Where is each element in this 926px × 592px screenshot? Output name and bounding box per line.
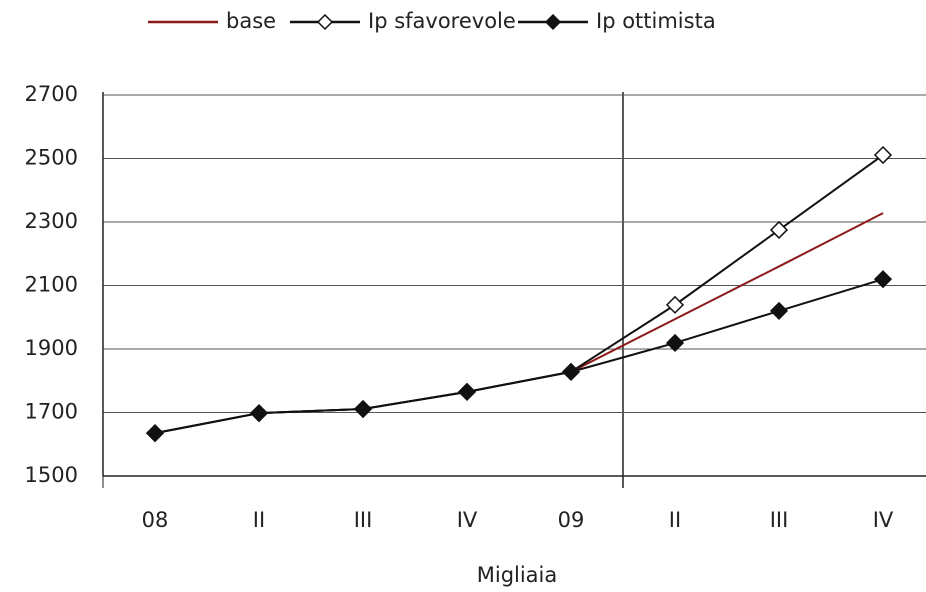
point-marker bbox=[457, 382, 477, 401]
point-marker bbox=[665, 333, 685, 353]
point-marker bbox=[873, 145, 893, 165]
point-marker bbox=[544, 13, 562, 31]
point-marker bbox=[316, 13, 334, 31]
point-marker bbox=[665, 295, 685, 314]
x-tick-label: IV bbox=[457, 508, 478, 532]
series-line bbox=[154, 154, 884, 435]
legend-label: Ip sfavorevole bbox=[368, 9, 516, 33]
point-marker bbox=[769, 301, 789, 320]
x-tick-label: IV bbox=[873, 508, 894, 532]
x-tick-label: 08 bbox=[142, 508, 169, 532]
y-tick-label: 2300 bbox=[25, 209, 78, 233]
y-tick-label: 1500 bbox=[25, 463, 78, 487]
series-line bbox=[154, 212, 884, 435]
legend-label: base bbox=[226, 9, 276, 33]
x-tick-label: II bbox=[253, 508, 265, 532]
x-tick-label: III bbox=[354, 508, 373, 532]
point-marker bbox=[873, 270, 893, 289]
point-marker bbox=[353, 399, 373, 419]
y-tick-label: 1900 bbox=[25, 336, 78, 360]
x-axis-label: Migliaia bbox=[477, 563, 558, 587]
point-marker bbox=[561, 362, 581, 381]
y-tick-label: 2700 bbox=[25, 82, 78, 106]
x-tick-label: II bbox=[669, 508, 681, 532]
point-marker bbox=[249, 404, 269, 423]
y-tick-label: 1700 bbox=[25, 400, 78, 424]
x-tick-label: 09 bbox=[558, 508, 585, 532]
point-marker bbox=[769, 220, 789, 239]
y-tick-label: 2100 bbox=[25, 273, 78, 297]
legend-label: Ip ottimista bbox=[596, 9, 716, 33]
point-marker bbox=[145, 424, 165, 443]
x-tick-label: III bbox=[770, 508, 789, 532]
y-tick-label: 2500 bbox=[25, 146, 78, 170]
series-line bbox=[154, 278, 884, 435]
